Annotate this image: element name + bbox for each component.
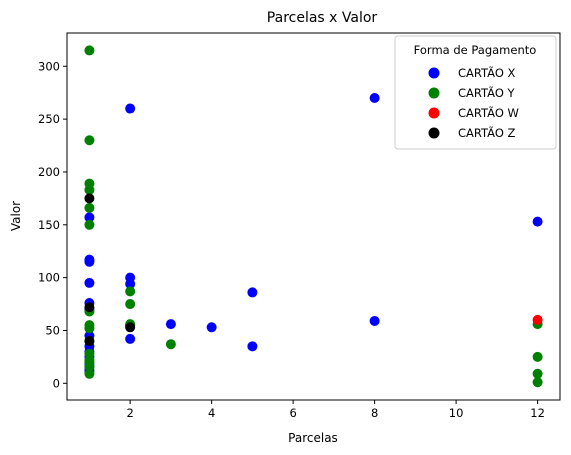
data-point bbox=[125, 299, 136, 310]
x-tick-label: 12 bbox=[530, 406, 545, 420]
x-tick-label: 2 bbox=[126, 406, 133, 420]
plot-frame bbox=[66, 32, 561, 401]
y-tick-label: 300 bbox=[38, 59, 60, 73]
data-point bbox=[532, 314, 543, 325]
y-axis: 0 50 100 150 200 250 300 bbox=[38, 59, 67, 390]
y-tick-label: 200 bbox=[38, 165, 60, 179]
y-tick-label: 0 bbox=[53, 376, 60, 390]
data-point bbox=[84, 323, 95, 334]
data-point bbox=[125, 278, 136, 289]
data-point bbox=[206, 322, 217, 333]
legend-entry: CARTÃO Z bbox=[458, 125, 516, 140]
data-point bbox=[532, 377, 543, 388]
data-point bbox=[84, 193, 95, 204]
data-point bbox=[84, 135, 95, 146]
y-tick-label: 250 bbox=[38, 112, 60, 126]
data-point bbox=[125, 286, 136, 297]
data-point bbox=[84, 45, 95, 56]
legend-title: Forma de Pagamento bbox=[414, 43, 537, 57]
legend-entry: CARTÃO Y bbox=[458, 85, 516, 100]
data-point bbox=[532, 216, 543, 227]
data-points bbox=[84, 45, 543, 388]
data-point bbox=[84, 368, 95, 379]
data-point bbox=[369, 315, 380, 326]
data-point bbox=[84, 256, 95, 267]
x-axis-label: Parcelas bbox=[288, 431, 338, 445]
data-point bbox=[84, 219, 95, 230]
data-point bbox=[532, 351, 543, 362]
x-tick-label: 10 bbox=[449, 406, 464, 420]
data-point bbox=[84, 202, 95, 213]
x-tick-label: 6 bbox=[289, 406, 296, 420]
data-point bbox=[369, 92, 380, 103]
legend: Forma de Pagamento CARTÃO X CARTÃO Y CARTÃ… bbox=[394, 35, 557, 150]
y-tick-label: 50 bbox=[45, 323, 60, 337]
data-point bbox=[125, 103, 136, 114]
data-point bbox=[165, 339, 176, 350]
legend-entry: CARTÃO W bbox=[458, 105, 519, 120]
data-point bbox=[165, 319, 176, 330]
legend-marker bbox=[428, 107, 440, 119]
legend-box bbox=[394, 35, 557, 150]
legend-marker bbox=[428, 67, 440, 79]
y-axis-label: Valor bbox=[9, 201, 23, 231]
data-point bbox=[532, 368, 543, 379]
data-point bbox=[84, 212, 95, 223]
data-point bbox=[125, 322, 136, 333]
legend-marker bbox=[428, 127, 440, 139]
data-point bbox=[84, 336, 95, 347]
chart-title: Parcelas x Valor bbox=[267, 10, 378, 26]
data-point bbox=[84, 184, 95, 195]
x-tick-label: 8 bbox=[371, 406, 378, 420]
x-axis: 2 4 6 8 10 12 bbox=[126, 400, 545, 420]
y-tick-label: 150 bbox=[38, 218, 60, 232]
x-tick-label: 4 bbox=[208, 406, 215, 420]
legend-entry: CARTÃO X bbox=[458, 65, 516, 80]
data-point bbox=[247, 341, 258, 352]
data-point bbox=[84, 302, 95, 313]
data-point bbox=[125, 333, 136, 344]
data-point bbox=[84, 277, 95, 288]
data-point bbox=[247, 287, 258, 298]
y-tick-label: 100 bbox=[38, 271, 60, 285]
data-point bbox=[84, 361, 95, 372]
legend-marker bbox=[428, 87, 440, 99]
